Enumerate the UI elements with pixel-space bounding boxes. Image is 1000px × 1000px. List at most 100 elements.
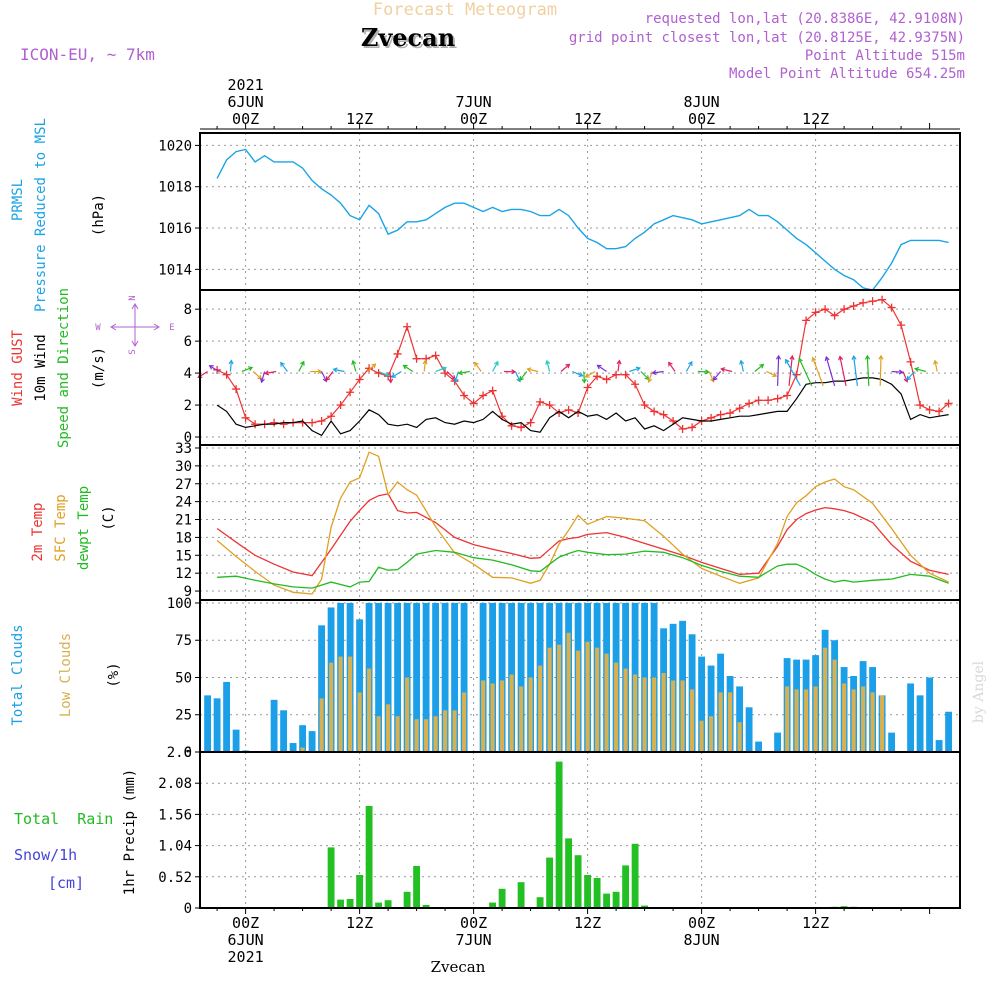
temp-border [199, 444, 961, 601]
low-cloud-bar [566, 632, 571, 752]
wind-arrow [446, 371, 456, 380]
low-cloud-bar [709, 716, 714, 752]
wind-arrow [583, 371, 586, 383]
total-cloud-bar [299, 725, 307, 752]
gust-marker [488, 386, 497, 395]
requested-coords: requested lon,lat (20.8386E, 42.9108N) [645, 11, 965, 27]
temp-sfc-line [216, 451, 949, 595]
gust-marker [460, 391, 469, 400]
bottom-time-label: 12Z [346, 914, 373, 932]
top-time-label: 7JUN [456, 93, 492, 111]
wind-arrow-head [332, 367, 338, 373]
rain-bar [365, 806, 373, 908]
wind-arrow-head [441, 366, 448, 372]
wind-arrow-head [906, 375, 912, 381]
gust-marker [545, 401, 554, 410]
temp-ytick-label: 27 [175, 477, 192, 493]
total-cloud-bar [460, 602, 468, 752]
total-cloud-bar [736, 686, 744, 752]
gust-marker [754, 396, 763, 405]
total-cloud-bar [916, 695, 924, 752]
wind-arrow-head [384, 372, 390, 377]
wind-arrow-head [898, 369, 904, 375]
total-cloud-bar [935, 740, 943, 752]
gust-marker [802, 316, 811, 325]
low-cloud-bar [576, 650, 581, 752]
wind-arrow-head [878, 354, 884, 360]
wind-arrow [519, 371, 528, 381]
gust-marker [479, 391, 488, 400]
wind-arrow [825, 356, 836, 387]
wind-arrow-head [388, 378, 394, 384]
gust-marker [507, 421, 516, 430]
precip-ytick-label: 0 [184, 901, 192, 917]
clouds-unit: (%) [106, 662, 122, 687]
bottom-time-label: 6JUN [228, 931, 264, 949]
low-cloud-bar [376, 716, 381, 752]
total-cloud-bar [213, 698, 221, 752]
top-title: Forecast Meteogram [373, 0, 557, 20]
wind-arrow [527, 368, 539, 373]
total-cloud-bar [907, 683, 915, 752]
temp-2m-label: 2m Temp [30, 502, 46, 561]
top-time-label: 12Z [802, 110, 829, 128]
gust-marker [783, 391, 792, 400]
rain-bar [555, 761, 563, 908]
location-shadow: Zvecan [363, 25, 457, 54]
wind-arrow-head [581, 378, 587, 384]
gust-marker [716, 410, 725, 419]
low-cloud-bar [414, 719, 419, 752]
wind-arrow-head [325, 376, 331, 382]
wind-arrow-head [720, 367, 726, 373]
total-cloud-bar [432, 602, 440, 752]
precip-ytick-label: 1.04 [158, 839, 192, 855]
low-cloud-bar [680, 680, 685, 752]
pressure-ytick-label: 1018 [158, 180, 192, 196]
precip-ytick-label: 0.52 [158, 870, 192, 886]
temp-labels: 2m Temp SFC Temp dewpt Temp (C) [30, 486, 117, 570]
wind-arrow [454, 371, 459, 383]
gust-marker [735, 404, 744, 413]
wind-arrow [597, 364, 607, 372]
wind-arrow [546, 360, 551, 372]
total-cloud-bar [745, 707, 753, 752]
rain-bar [422, 905, 430, 908]
wind-arrow [617, 360, 621, 372]
low-cloud-bar [557, 644, 562, 752]
wind-arrow-head [838, 355, 844, 361]
low-cloud-bar [880, 695, 885, 752]
pressure-ytick-label: 1014 [158, 262, 192, 278]
cloud-labels: Total Clouds Low Clouds (%) [10, 624, 122, 725]
total-cloud-bar [498, 602, 506, 752]
wind-arrow-head [789, 354, 795, 360]
low-cloud-bar [519, 686, 524, 752]
low-cloud-bar [424, 719, 429, 752]
wind-arrow-head [759, 363, 765, 369]
wind-ytick-label: 0 [184, 430, 192, 446]
gust-marker [526, 418, 535, 427]
precip-panel: 0 0.52 1.04 1.56 2.08 2.6 [158, 745, 960, 917]
pressure-panel: 1014 1016 1018 1020 [158, 133, 960, 291]
low-cloud-bar [338, 656, 343, 752]
wind-arrow-head [494, 360, 499, 366]
low-cloud-bar [595, 647, 600, 752]
wind-arrow [209, 365, 220, 373]
wind-arrow-head [772, 372, 778, 378]
gust-marker [469, 399, 478, 408]
gust-marker [279, 420, 288, 429]
wind-arrow [252, 371, 262, 380]
wind-arrow [492, 361, 499, 372]
wind-ytick-label: 2 [184, 398, 192, 414]
gust-marker [840, 305, 849, 314]
gust-marker [393, 349, 402, 358]
temp-sfc-label: SFC Temp [53, 494, 69, 561]
wind-arrow [260, 371, 266, 383]
low-cloud-bar [509, 674, 514, 752]
wind-arrow-head [933, 359, 939, 365]
low-clouds-label: Low Clouds [58, 633, 74, 717]
gust-marker [868, 297, 877, 306]
